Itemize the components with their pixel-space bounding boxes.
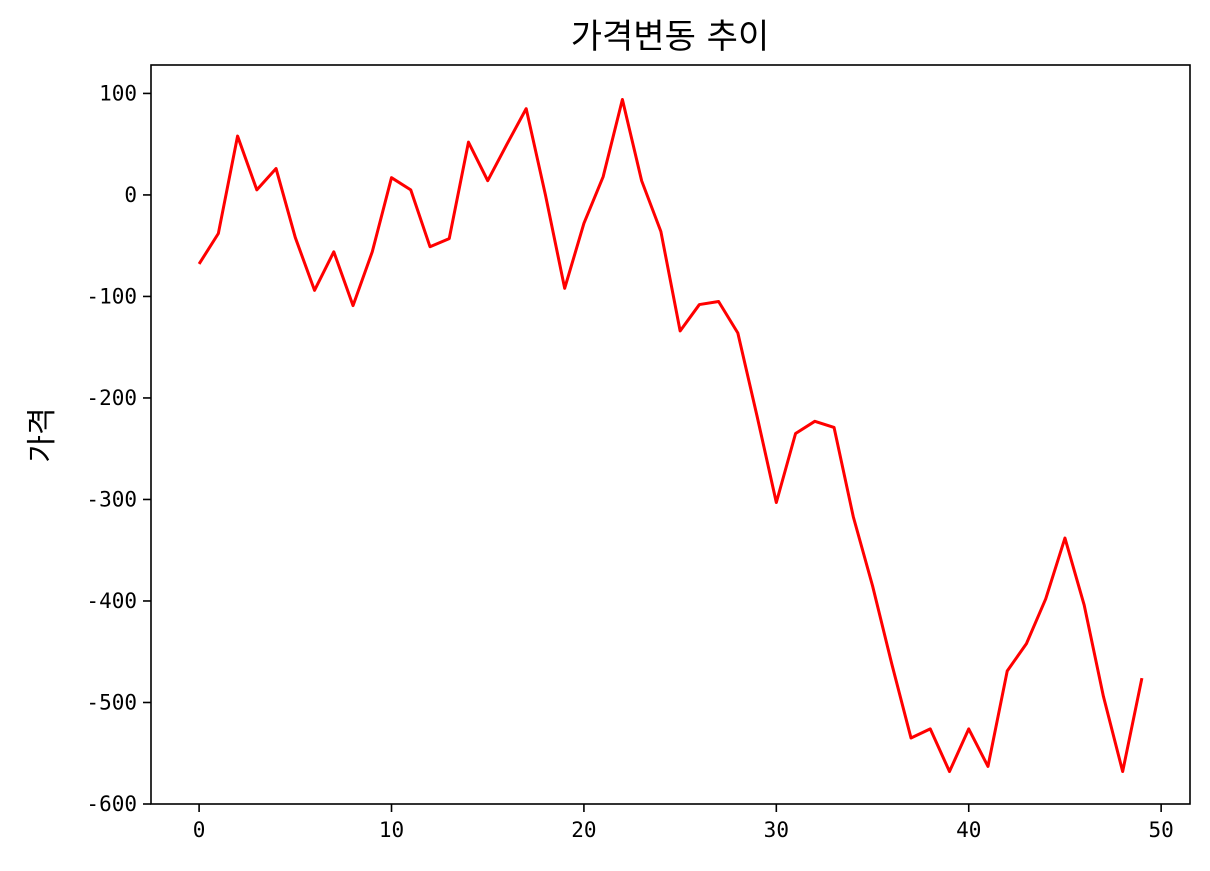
- chart-title: 가격변동 추이: [571, 17, 770, 57]
- y-tick-label: -300: [86, 487, 137, 511]
- plot-area: [197, 98, 1144, 774]
- x-tick-label: 0: [193, 818, 206, 842]
- x-tick-label: 10: [379, 818, 404, 842]
- y-axis-label: 가격: [25, 407, 60, 462]
- x-axis: 0 10 20 30 40 50: [193, 804, 1174, 842]
- y-tick-label: -500: [86, 690, 137, 714]
- x-tick-label: 20: [571, 818, 596, 842]
- x-tick-label: 40: [956, 818, 981, 842]
- y-tick-label: -100: [86, 284, 137, 308]
- plot-frame: [150, 64, 1191, 805]
- x-tick-label: 50: [1148, 818, 1173, 842]
- series-line-0: [197, 98, 1144, 774]
- y-tick-label: 0: [124, 183, 137, 207]
- x-tick-label: 30: [764, 818, 789, 842]
- y-tick-label: 100: [99, 81, 137, 105]
- y-tick-label: -600: [86, 792, 137, 816]
- y-tick-label: -400: [86, 589, 137, 613]
- y-tick-label: -200: [86, 386, 137, 410]
- y-axis: 100 0 -100 -200 -300 -400 -500 -600: [86, 81, 151, 816]
